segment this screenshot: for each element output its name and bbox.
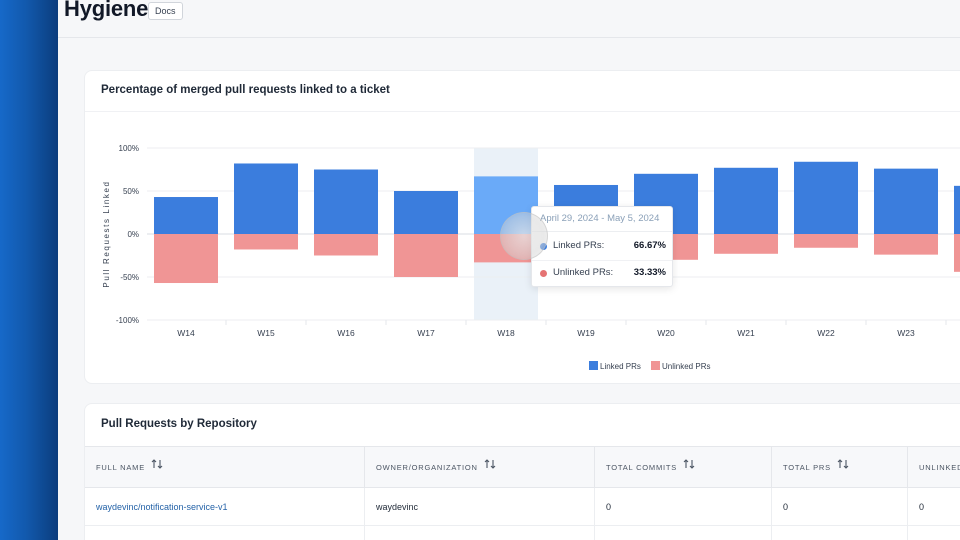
column-header-total-prs[interactable]: TOTAL PRS [772,447,908,489]
y-tick-label: 100% [119,144,139,153]
bar-linked [874,168,938,234]
bar-linked [154,197,218,234]
bar-unlinked [394,234,458,277]
table-cell: 0 [595,488,772,526]
tooltip-label: Linked PRs: [553,240,605,251]
tooltip-value: 66.67% [633,240,666,251]
x-tick-label: W15 [257,328,275,338]
y-tick-label: 50% [123,187,139,196]
table-title: Pull Requests by Repository [101,418,257,430]
tooltip-value: 33.33% [633,267,666,278]
bar-unlinked [874,234,938,255]
main-content: Hygiene Docs Percentage of merged pull r… [58,0,960,540]
bar-linked [234,163,298,234]
legend-swatch [651,361,660,370]
docs-link[interactable]: Docs [148,2,183,20]
divider [85,111,960,112]
table-cell [908,526,960,540]
chart-card: Percentage of merged pull requests linke… [84,70,960,384]
bar-linked [714,167,778,234]
table-cell [772,526,908,540]
chart-title: Percentage of merged pull requests linke… [101,84,390,96]
x-tick-label: W20 [657,328,675,338]
x-tick-label: W22 [817,328,835,338]
table-cell: 0 [919,502,925,512]
bar-unlinked [794,234,858,248]
x-tick-label: W19 [577,328,595,338]
sort-icon[interactable] [837,447,849,489]
column-header-total-commits[interactable]: TOTAL COMMITS [595,447,772,489]
table-cell: 0 [772,488,908,526]
tooltip-row-unlinked: Unlinked PRs: 33.33% [540,267,666,281]
repo-name-link[interactable] [85,526,365,540]
table-row [85,526,960,540]
bar-unlinked [234,234,298,250]
y-tick-label: 0% [127,230,139,239]
table-header: FULL NAME OWNER/ORGANIZATION TOTAL COMMI… [85,446,960,489]
tooltip-row-linked: Linked PRs: 66.67% [540,240,666,254]
tooltip-label: Unlinked PRs: [553,267,614,278]
column-header-owner[interactable]: OWNER/ORGANIZATION [365,447,595,489]
table-cell [595,526,772,540]
page-title: Hygiene [64,0,149,21]
x-tick-label: W18 [497,328,515,338]
bar-unlinked [314,234,378,256]
bar-linked [794,161,858,234]
y-tick-label: -50% [120,273,139,282]
column-header-unlinked[interactable]: UNLINKED [919,463,960,472]
x-tick-label: W23 [897,328,915,338]
bar-linked [954,185,960,234]
page-header: Hygiene Docs [58,0,960,38]
y-tick-label: -100% [116,316,139,325]
y-axis-label: Pull Requests Linked [102,180,111,287]
bar-unlinked [154,234,218,284]
column-header-full-name[interactable]: FULL NAME [85,447,365,489]
bar-linked [314,169,378,234]
sort-icon[interactable] [484,447,496,489]
x-tick-label: W17 [417,328,435,338]
bar-linked [394,191,458,234]
sort-icon[interactable] [151,447,163,489]
legend-swatch [589,361,598,370]
x-tick-label: W14 [177,328,195,338]
tooltip-date-range: April 29, 2024 - May 5, 2024 [540,213,660,224]
legend-label: Unlinked PRs [662,362,710,371]
browser-edge [0,0,58,540]
table-cell [365,526,595,540]
repo-name-link[interactable]: waydevinc/notification-service-v1 [85,488,365,526]
mouse-cursor-indicator [500,212,548,260]
table-row: waydevinc/notification-service-v1 waydev… [85,488,960,526]
sort-icon[interactable] [683,447,695,489]
table-cell: waydevinc [365,488,595,526]
bar-unlinked [714,234,778,254]
x-tick-label: W21 [737,328,755,338]
bar-unlinked [954,234,960,272]
x-tick-label: W16 [337,328,355,338]
unlinked-dot-icon [540,270,547,277]
chart-tooltip: April 29, 2024 - May 5, 2024 Linked PRs:… [531,206,673,287]
legend-label: Linked PRs [600,362,641,371]
repository-table-card: Pull Requests by Repository FULL NAME OW… [84,403,960,540]
